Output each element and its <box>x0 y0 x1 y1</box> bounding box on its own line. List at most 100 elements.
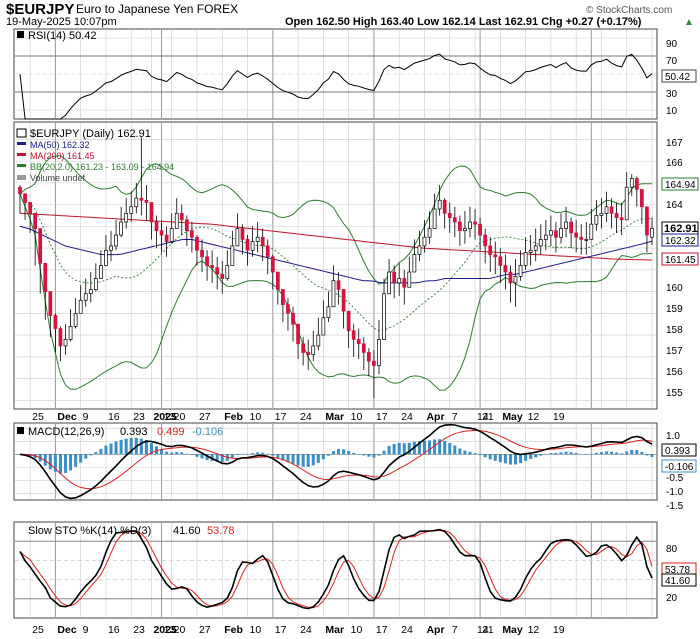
rsi-panel <box>13 28 658 120</box>
macd-legend: MACD(12,26,9) 0.393 0.499 -0.106 <box>17 426 223 438</box>
sto-panel <box>13 521 658 619</box>
sto-legend-d: 53.78 <box>207 525 235 537</box>
candle-body <box>321 317 326 336</box>
candle-body <box>200 249 204 258</box>
candle-legend-swatch <box>16 128 27 138</box>
candle-body <box>518 265 523 277</box>
hist-last-value: -0.106 <box>665 462 694 473</box>
macd-hist-bar <box>119 439 123 455</box>
candle-body <box>604 206 609 214</box>
ma50-legend: MA(50) 162.32 <box>30 140 90 150</box>
candle-body <box>119 221 123 236</box>
macd-hist-bar <box>94 452 98 455</box>
x-tick-label: 24 <box>300 624 312 636</box>
candle-body <box>650 227 654 238</box>
last-price-value: 162.91 <box>664 223 698 235</box>
macd-hist-bar <box>200 454 204 459</box>
macd-hist-bar <box>165 451 169 455</box>
macd-hist-bar <box>185 453 189 455</box>
macd-hist-bar <box>195 454 199 457</box>
price-legend-main: $EURJPY (Daily) 162.91 <box>30 128 151 140</box>
macd-hist-bar <box>433 439 437 455</box>
macd-hist-bar <box>316 454 320 463</box>
macd-hist-bar <box>564 451 568 455</box>
macd-hist-bar <box>129 438 133 455</box>
macd-hist-bar <box>281 454 285 461</box>
macd-hist-bar <box>503 454 507 464</box>
candle-body <box>260 236 265 247</box>
bb-upper-badge: 164.94 <box>661 177 699 191</box>
plot-layer <box>18 53 654 610</box>
macd-hist-bar <box>53 454 57 472</box>
x-tick-label: 14 <box>477 624 489 636</box>
candle-body <box>220 273 225 279</box>
candle-body <box>361 343 366 353</box>
x-tick-label: 9 <box>83 624 89 636</box>
candle-body <box>18 186 22 195</box>
macd-hist-bar <box>604 451 609 455</box>
macd-hist-bar <box>397 442 401 455</box>
ma200-value: 161.45 <box>665 255 696 266</box>
candle-body <box>270 256 275 273</box>
candle-body <box>468 221 472 229</box>
macd-hist-bar <box>493 454 497 461</box>
macd-hist-bar <box>240 453 244 455</box>
rsi-axis: 90 70 30 10 <box>666 39 678 117</box>
price-tick: 167 <box>666 138 683 149</box>
candle-body <box>478 223 482 236</box>
candle-body <box>149 202 154 223</box>
ma50-badge: 162.32 <box>661 233 699 247</box>
candle-body <box>599 212 604 216</box>
candle-body <box>382 293 386 340</box>
candle-body <box>508 271 513 284</box>
price-panel <box>13 121 658 410</box>
candle-body <box>452 217 457 223</box>
macd-hist-bar <box>266 453 270 455</box>
candle-body <box>174 212 179 229</box>
macd-legend-hist: -0.106 <box>192 426 223 438</box>
macd-hist-bar <box>620 453 624 455</box>
candle-body <box>109 245 113 251</box>
volume-legend-swatch <box>17 175 26 180</box>
macd-legend-prefix: MACD(12,26,9) <box>28 426 104 438</box>
macd-hist-bar <box>407 442 411 455</box>
candle-body <box>28 202 32 214</box>
candle-body <box>255 236 260 242</box>
macd-hist-bar <box>149 443 153 455</box>
macd-hist-bar <box>402 443 406 455</box>
candle-body <box>351 330 356 340</box>
candle-body <box>624 186 629 221</box>
x-tick-label: Apr <box>426 411 444 423</box>
candle-body <box>614 212 619 219</box>
candle-body <box>291 312 295 325</box>
macd-hist-bar <box>230 454 234 459</box>
candle-body <box>569 221 573 234</box>
candle-body <box>447 212 452 219</box>
macd-hist-bar <box>372 454 376 458</box>
rsi-last-badge: 50.42 <box>661 69 697 83</box>
macd-hist-bar <box>74 454 78 467</box>
macd-hist-bar <box>478 454 482 456</box>
macd-hist-bar <box>362 454 366 456</box>
macd-hist-bar <box>109 443 113 455</box>
candle-body <box>498 256 503 266</box>
sto-d-line <box>19 529 653 609</box>
x-tick-label: 20 <box>174 624 186 636</box>
candle-body <box>589 223 594 240</box>
x-tick-label: Dec <box>57 411 76 423</box>
macd-hist-bar <box>468 451 472 455</box>
macd-hist-bar <box>291 454 295 464</box>
up-arrow-icon: ▲ <box>684 17 694 28</box>
x-tick-label: 25 <box>32 624 44 636</box>
candle-body <box>564 221 568 229</box>
macd-hist-bar <box>276 454 280 459</box>
macd-hist-bar <box>215 454 219 462</box>
candle-body <box>427 228 432 238</box>
macd-hist-bar <box>251 453 255 455</box>
x-tick-label: 19 <box>553 411 565 423</box>
candle-body <box>442 199 447 214</box>
sto-k-line <box>19 528 653 610</box>
macd-hist-bar <box>190 454 194 455</box>
